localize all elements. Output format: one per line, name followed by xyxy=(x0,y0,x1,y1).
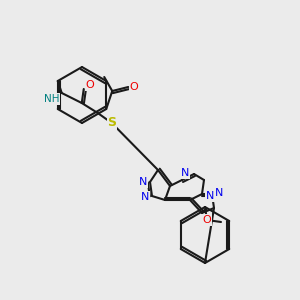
Text: N: N xyxy=(181,168,189,178)
Text: N: N xyxy=(139,177,147,187)
Text: N: N xyxy=(141,192,149,202)
Text: N: N xyxy=(206,191,214,201)
Text: N: N xyxy=(215,188,223,198)
Text: O: O xyxy=(85,80,94,90)
Text: S: S xyxy=(107,116,116,130)
Text: O: O xyxy=(202,215,211,225)
Text: O: O xyxy=(130,82,139,92)
Text: NH: NH xyxy=(44,94,59,104)
